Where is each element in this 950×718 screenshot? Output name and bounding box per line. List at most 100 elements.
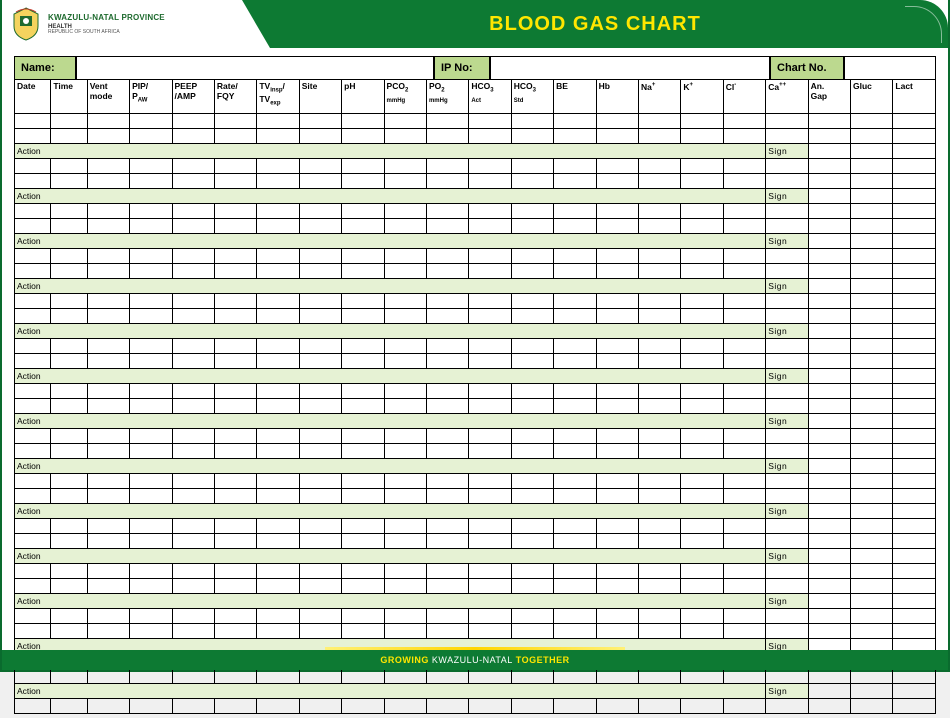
cell[interactable] — [554, 354, 596, 369]
cell[interactable] — [638, 219, 680, 234]
cell[interactable] — [511, 339, 553, 354]
cell[interactable] — [172, 249, 214, 264]
cell[interactable] — [15, 264, 51, 279]
cell[interactable] — [15, 384, 51, 399]
cell[interactable] — [15, 669, 51, 684]
cell[interactable] — [130, 159, 172, 174]
cell[interactable] — [469, 309, 511, 324]
cell[interactable] — [851, 594, 893, 609]
cell[interactable] — [723, 219, 765, 234]
cell[interactable] — [723, 114, 765, 129]
cell[interactable] — [130, 399, 172, 414]
cell[interactable] — [51, 579, 87, 594]
cell[interactable] — [638, 249, 680, 264]
cell[interactable] — [130, 114, 172, 129]
cell[interactable] — [723, 429, 765, 444]
cell[interactable] — [257, 249, 299, 264]
cell[interactable] — [51, 519, 87, 534]
cell[interactable] — [554, 219, 596, 234]
cell[interactable] — [214, 699, 256, 714]
cell[interactable] — [257, 204, 299, 219]
cell[interactable] — [51, 249, 87, 264]
cell[interactable] — [554, 399, 596, 414]
cell[interactable] — [15, 444, 51, 459]
cell[interactable] — [15, 564, 51, 579]
cell[interactable] — [51, 534, 87, 549]
cell[interactable] — [469, 219, 511, 234]
cell[interactable] — [893, 414, 936, 429]
cell[interactable] — [893, 519, 936, 534]
cell[interactable] — [469, 519, 511, 534]
cell[interactable] — [851, 669, 893, 684]
cell[interactable] — [469, 534, 511, 549]
cell[interactable] — [893, 609, 936, 624]
cell[interactable] — [342, 339, 384, 354]
cell[interactable] — [469, 339, 511, 354]
cell[interactable] — [766, 129, 808, 144]
cell[interactable] — [893, 594, 936, 609]
cell[interactable] — [808, 189, 850, 204]
cell[interactable] — [723, 174, 765, 189]
cell[interactable] — [469, 354, 511, 369]
cell[interactable] — [214, 429, 256, 444]
cell[interactable] — [596, 339, 638, 354]
cell[interactable] — [511, 474, 553, 489]
cell[interactable] — [893, 669, 936, 684]
cell[interactable] — [766, 174, 808, 189]
cell[interactable] — [87, 174, 129, 189]
cell[interactable] — [257, 624, 299, 639]
cell[interactable] — [511, 204, 553, 219]
cell[interactable] — [808, 519, 850, 534]
cell[interactable] — [893, 699, 936, 714]
cell[interactable] — [469, 429, 511, 444]
cell[interactable] — [342, 519, 384, 534]
cell[interactable] — [851, 429, 893, 444]
cell[interactable] — [554, 129, 596, 144]
cell[interactable] — [130, 384, 172, 399]
cell[interactable] — [723, 624, 765, 639]
cell[interactable] — [172, 669, 214, 684]
cell[interactable] — [426, 339, 468, 354]
cell[interactable] — [299, 159, 341, 174]
cell[interactable] — [469, 564, 511, 579]
cell[interactable] — [469, 399, 511, 414]
cell[interactable] — [808, 309, 850, 324]
cell[interactable] — [766, 114, 808, 129]
cell[interactable] — [51, 384, 87, 399]
cell[interactable] — [681, 444, 723, 459]
cell[interactable] — [130, 699, 172, 714]
cell[interactable] — [469, 114, 511, 129]
cell[interactable] — [299, 519, 341, 534]
cell[interactable] — [299, 669, 341, 684]
cell[interactable] — [766, 444, 808, 459]
cell[interactable] — [51, 624, 87, 639]
cell[interactable] — [299, 339, 341, 354]
cell[interactable] — [554, 609, 596, 624]
cell[interactable] — [384, 624, 426, 639]
cell[interactable] — [893, 429, 936, 444]
cell[interactable] — [130, 564, 172, 579]
cell[interactable] — [766, 564, 808, 579]
cell[interactable] — [808, 384, 850, 399]
cell[interactable] — [681, 609, 723, 624]
cell[interactable] — [596, 309, 638, 324]
cell[interactable] — [130, 609, 172, 624]
cell[interactable] — [426, 579, 468, 594]
cell[interactable] — [851, 114, 893, 129]
cell[interactable] — [384, 219, 426, 234]
cell[interactable] — [851, 129, 893, 144]
cell[interactable] — [554, 309, 596, 324]
cell[interactable] — [469, 474, 511, 489]
cell[interactable] — [596, 564, 638, 579]
cell[interactable] — [257, 444, 299, 459]
cell[interactable] — [723, 384, 765, 399]
cell[interactable] — [299, 609, 341, 624]
cell[interactable] — [596, 429, 638, 444]
cell[interactable] — [851, 219, 893, 234]
cell[interactable] — [469, 669, 511, 684]
cell[interactable] — [51, 354, 87, 369]
cell[interactable] — [511, 129, 553, 144]
cell[interactable] — [342, 699, 384, 714]
cell[interactable] — [172, 339, 214, 354]
cell[interactable] — [384, 579, 426, 594]
